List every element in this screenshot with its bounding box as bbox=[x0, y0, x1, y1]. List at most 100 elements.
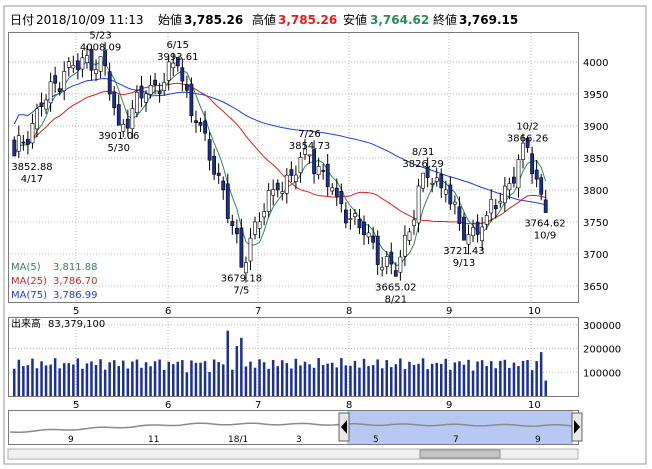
candle-down bbox=[539, 177, 544, 195]
volume-bar bbox=[299, 365, 302, 396]
volume-bar bbox=[294, 358, 298, 396]
open-label: 始値 bbox=[158, 12, 182, 27]
volume-bar bbox=[26, 365, 30, 396]
candle-down bbox=[343, 209, 348, 224]
candle-down bbox=[334, 187, 339, 197]
volume-bar bbox=[440, 363, 443, 396]
volume-bar bbox=[426, 369, 429, 396]
volume-bar bbox=[308, 364, 311, 396]
candle-up bbox=[30, 123, 35, 144]
volume-bar bbox=[67, 363, 70, 396]
candle-up bbox=[266, 190, 271, 212]
candle-down bbox=[371, 235, 376, 243]
candle-down bbox=[112, 91, 117, 109]
candle-down bbox=[12, 139, 17, 157]
volume-bar bbox=[58, 368, 61, 396]
legend-ma5-value: 3,811.88 bbox=[53, 262, 98, 273]
legend-ma25-label: MA(25) bbox=[11, 276, 47, 287]
volume-bar bbox=[194, 362, 198, 396]
candle-down bbox=[107, 71, 112, 95]
candle-down bbox=[189, 83, 194, 117]
candle-down bbox=[393, 270, 398, 277]
scrollbar-thumb[interactable] bbox=[419, 449, 501, 459]
volume-bar bbox=[376, 359, 379, 396]
volume-bar bbox=[435, 362, 438, 396]
candle-up bbox=[412, 219, 416, 226]
volume-bar bbox=[81, 368, 84, 396]
candle-down bbox=[76, 60, 80, 70]
volume-bar bbox=[371, 365, 375, 396]
volume-bar bbox=[449, 369, 452, 396]
volume-bar bbox=[13, 368, 16, 396]
candle-down bbox=[275, 182, 280, 191]
volume-bar bbox=[108, 362, 111, 396]
volume-bar bbox=[185, 372, 189, 396]
volume-bar bbox=[158, 359, 161, 396]
volume-bar bbox=[258, 359, 261, 396]
candle-down bbox=[289, 169, 294, 176]
candle-up bbox=[298, 157, 303, 173]
annotation-date: 8/31 bbox=[412, 147, 434, 158]
right-arrow-icon bbox=[574, 420, 580, 434]
candle-down bbox=[375, 235, 380, 265]
annotation-date: 4/17 bbox=[21, 174, 43, 185]
annotation-date: 8/21 bbox=[385, 294, 407, 305]
candle-up bbox=[166, 61, 171, 81]
candle-up bbox=[262, 211, 267, 218]
candle-up bbox=[44, 99, 49, 110]
overview-tick-label: 3 bbox=[296, 435, 302, 445]
candle-down bbox=[339, 191, 344, 204]
volume-bar bbox=[31, 358, 34, 396]
month-tick-label: 9 bbox=[446, 306, 452, 317]
candle-down bbox=[357, 219, 362, 229]
volume-tick-label: 200000 bbox=[583, 345, 621, 356]
overview-right-handle[interactable] bbox=[571, 412, 583, 442]
volume-bar bbox=[235, 346, 239, 396]
volume-bar bbox=[140, 367, 143, 396]
candle-down bbox=[203, 120, 208, 134]
horizontal-scrollbar[interactable] bbox=[7, 448, 579, 460]
overview-selection[interactable] bbox=[347, 411, 573, 444]
volume-bar bbox=[530, 370, 534, 396]
month-tick-label: 10 bbox=[528, 306, 541, 317]
volume-bar bbox=[126, 368, 130, 396]
candle-up bbox=[398, 256, 403, 273]
volume-bar bbox=[103, 369, 107, 396]
candle-up bbox=[80, 57, 85, 70]
candle-up bbox=[480, 226, 485, 241]
candle-down bbox=[198, 122, 203, 126]
volume-bar bbox=[72, 364, 75, 396]
volume-bar bbox=[212, 359, 216, 396]
candle-up bbox=[48, 81, 53, 104]
candle-up bbox=[71, 65, 76, 69]
volume-value: 83,379,100 bbox=[48, 319, 105, 330]
month-tick-label: 5 bbox=[73, 400, 79, 411]
candle-up bbox=[502, 185, 507, 204]
overview-line bbox=[9, 422, 577, 434]
volume-bar bbox=[480, 360, 484, 396]
price-panel-frame bbox=[8, 32, 579, 303]
volume-bar bbox=[381, 368, 384, 396]
volume-bar bbox=[335, 367, 338, 396]
candle-down bbox=[225, 183, 230, 219]
volume-bar bbox=[467, 359, 470, 396]
candle-down bbox=[39, 102, 44, 108]
volume-bar bbox=[362, 358, 366, 396]
annotation-value: 3901.06 bbox=[98, 131, 139, 142]
price-tick-label: 3750 bbox=[583, 218, 608, 229]
volume-bar bbox=[499, 360, 502, 396]
volume-bar bbox=[367, 366, 370, 396]
volume-bar bbox=[430, 363, 434, 396]
annotation-value: 3764.62 bbox=[524, 219, 565, 230]
candle-up bbox=[353, 213, 357, 217]
overview-tick-label: 5 bbox=[373, 435, 379, 445]
volume-bar bbox=[485, 366, 488, 396]
candle-up bbox=[484, 215, 489, 225]
volume-bar bbox=[162, 369, 166, 396]
volume-bar bbox=[113, 360, 116, 396]
volume-bar bbox=[326, 363, 329, 396]
high-label: 高値 bbox=[252, 12, 276, 27]
overview-left-handle[interactable] bbox=[338, 412, 350, 442]
candle-down bbox=[312, 149, 317, 175]
